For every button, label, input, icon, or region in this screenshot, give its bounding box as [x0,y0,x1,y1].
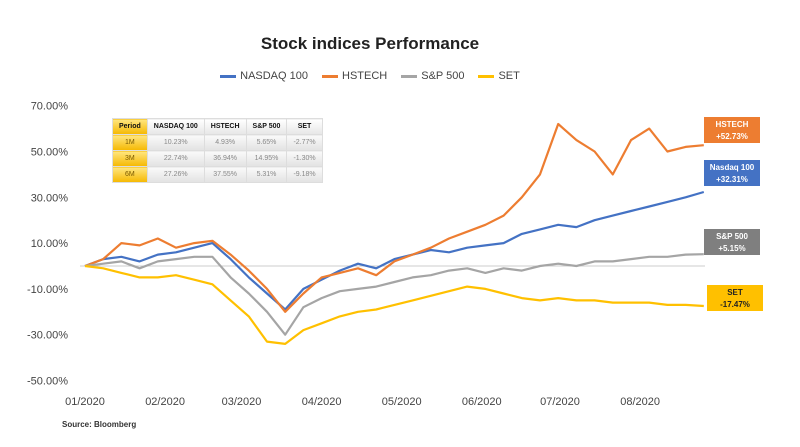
table-header: S&P 500 [245,118,288,135]
legend-item: S&P 500 [401,70,464,82]
x-tick-label: 08/2020 [620,396,660,408]
legend-label: HSTECH [342,70,388,82]
legend: NASDAQ 100 HSTECH S&P 500 SET [0,70,740,82]
table-row: 3M 22.74% 36.94% 14.95% -1.30% [112,150,323,167]
table-cell: 36.94% [203,150,247,167]
end-label: HSTECH +52.73% [704,117,760,143]
table-row: 1M 10.23% 4.93% 5.65% -2.77% [112,134,323,151]
end-label-value: +52.73% [716,132,748,141]
table-cell: 5.31% [245,166,288,183]
table-cell: 27.26% [146,166,205,183]
table-cell: 14.95% [245,150,288,167]
performance-table: Period NASDAQ 100 HSTECH S&P 500 SET 1M 10.23%… [112,118,323,183]
x-tick-label: 03/2020 [222,396,262,408]
y-tick-label: 10.00% [31,238,69,250]
legend-item: HSTECH [322,70,387,82]
x-tick-label: 07/2020 [540,396,580,408]
table-cell: -9.18% [286,166,323,183]
table-cell: 1M [112,134,148,151]
y-tick-label: -30.00% [27,330,68,342]
table-header: Period [112,118,148,135]
table-cell: 22.74% [146,150,205,167]
table-header: SET [286,118,323,135]
table-cell: -1.30% [286,150,323,167]
legend-swatch [401,74,418,78]
x-tick-label: 04/2020 [302,396,342,408]
table-cell: 3M [112,150,148,167]
legend-label: S&P 500 [421,70,465,82]
table-cell: 6M [112,166,148,183]
table-cell: 37.55% [203,166,247,183]
legend-swatch [322,74,338,78]
y-tick-label: -50.00% [27,376,68,388]
end-label: SET -17.47% [707,285,763,311]
table-header: NASDAQ 100 [146,118,205,135]
table-cell: 10.23% [146,134,205,151]
x-tick-label: 05/2020 [382,396,422,408]
series-line-hstech [84,122,704,313]
series-line-set [84,264,704,345]
legend-label: NASDAQ 100 [240,70,308,82]
table-cell: 5.65% [245,134,288,151]
legend-item: SET [478,70,520,82]
end-label-value: +32.31% [716,175,748,184]
end-label: S&P 500 +5.15% [704,229,760,255]
end-label-value: -17.47% [720,300,750,309]
series-line-s-p-500 [84,253,704,336]
table-row: 6M 27.26% 37.55% 5.31% -9.18% [112,166,323,183]
table-cell: 4.93% [203,134,247,151]
series-line-nasdaq-100 [84,190,705,311]
legend-swatch [478,74,495,78]
end-label-name: HSTECH [715,120,749,129]
legend-item: NASDAQ 100 [220,70,308,82]
end-label: Nasdaq 100 +32.31% [704,160,760,186]
x-tick-label: 02/2020 [145,396,185,408]
x-tick-label: 01/2020 [65,396,105,408]
table-cell: -2.77% [286,134,323,151]
y-tick-label: 50.00% [31,147,69,159]
y-tick-label: -10.00% [27,284,68,296]
table-header: HSTECH [203,118,247,135]
end-label-name: Nasdaq 100 [709,163,755,172]
legend-swatch [220,74,237,78]
legend-label: SET [498,70,520,82]
y-tick-label: 30.00% [31,192,69,204]
end-label-name: SET [727,288,743,297]
end-label-name: S&P 500 [716,232,748,241]
x-tick-label: 06/2020 [462,396,502,408]
y-tick-label: 70.00% [31,101,69,113]
source-note: Source: Bloomberg [62,420,137,429]
chart-title: Stock indices Performance [260,34,480,53]
end-label-value: +5.15% [718,244,746,253]
